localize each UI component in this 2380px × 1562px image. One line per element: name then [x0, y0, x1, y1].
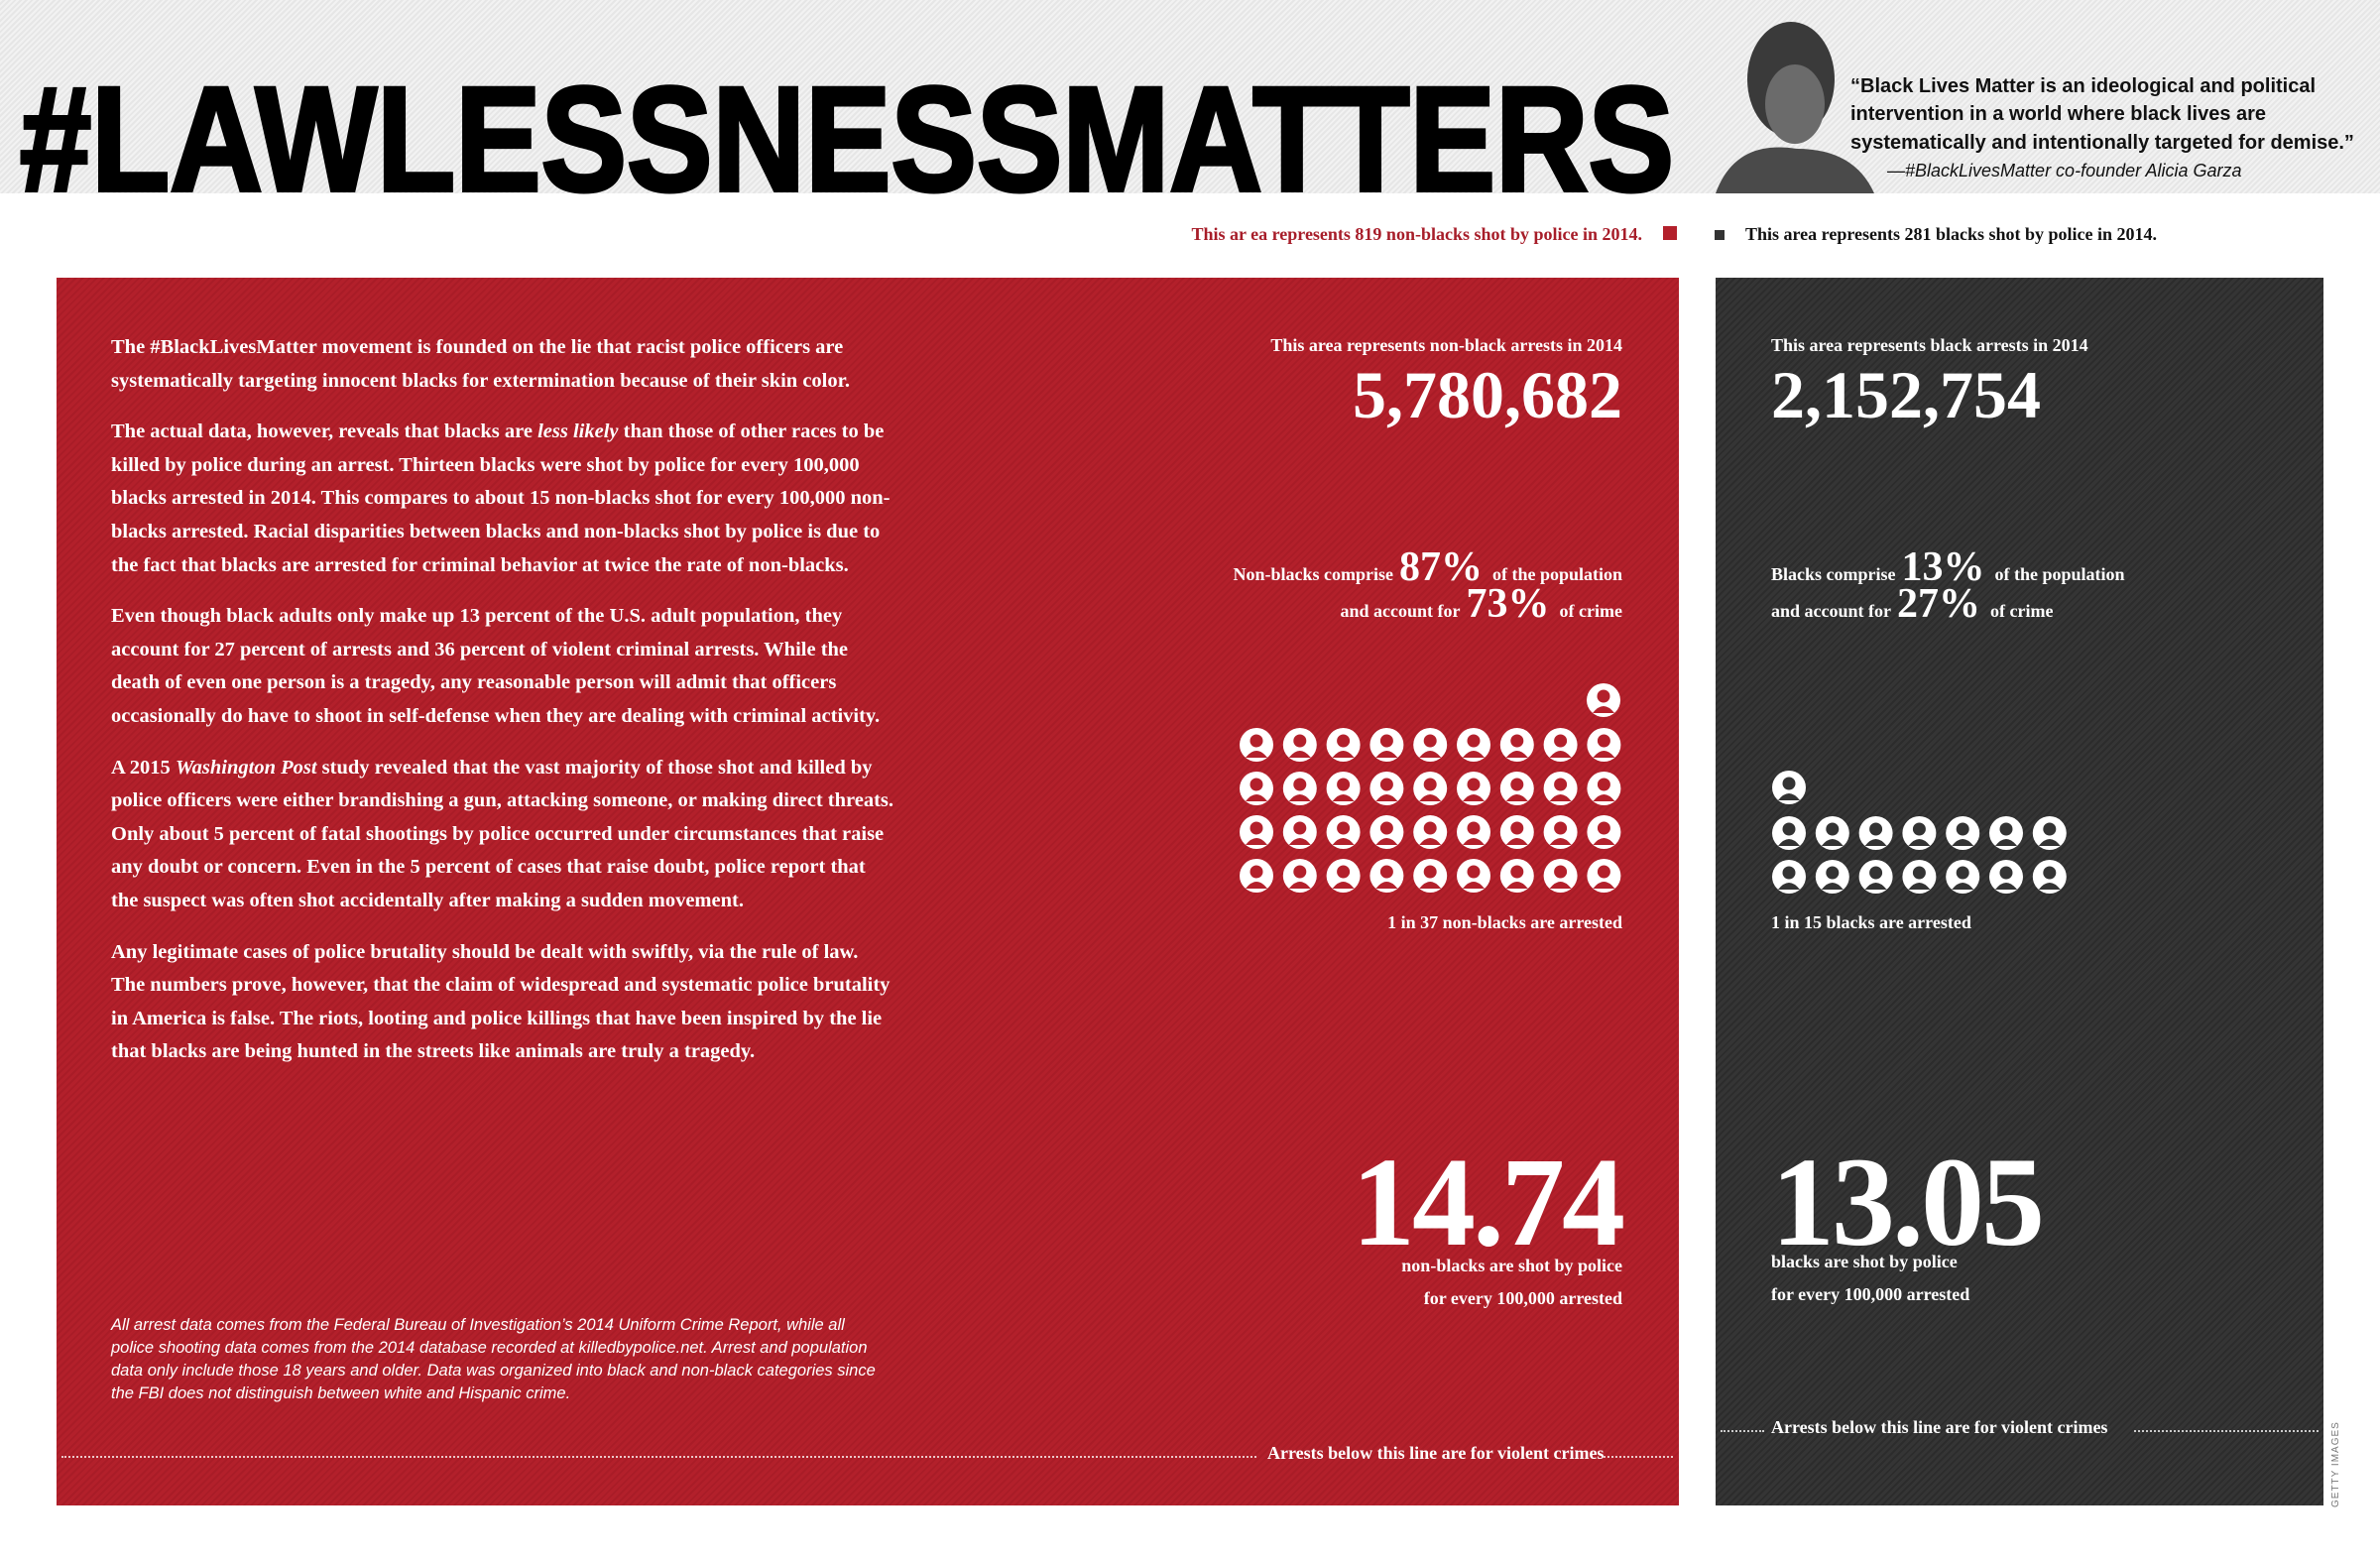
share-text: and account for: [1340, 601, 1461, 621]
quote-attribution: —#BlackLivesMatter co-founder Alicia Gar…: [1887, 161, 2242, 180]
header: #LAWLESSNESSMATTERS: [18, 22, 1874, 198]
share-text: of crime: [1990, 601, 2054, 621]
paragraph: A 2015 Washington Post study revealed th…: [111, 752, 894, 918]
legend-non-black: This ar ea represents 819 non-blacks sho…: [1191, 224, 1642, 244]
share-text: of the population: [1994, 564, 2125, 584]
share-percent: 73%: [1466, 581, 1550, 627]
share-text: and account for: [1771, 601, 1891, 621]
non-black-panel: [57, 278, 1679, 1505]
credit: GETTY IMAGES: [2330, 1421, 2341, 1507]
share-row: Blacks comprise 13% of the population: [1771, 543, 2125, 591]
share-percent: 27%: [1897, 581, 1980, 627]
paragraph-text: The #BlackLivesMatter movement is founde…: [111, 336, 850, 392]
rate-caption: blacks are shot by police: [1771, 1252, 1958, 1271]
divider-label: Arrests below this line are for violent …: [1771, 1417, 2108, 1437]
arrests-count: 2,152,754: [1771, 357, 2041, 432]
paragraph-text: The actual data, however, reveals that b…: [111, 421, 538, 443]
arrest-ratio: 1 in 15 blacks are arrested: [1771, 912, 1971, 932]
paragraph-text: study revealed that the vast majority of…: [111, 756, 894, 911]
title: #LAWLESSNESSMATTERS: [20, 56, 1674, 198]
share-row: and account for 27% of crime: [1771, 580, 2053, 628]
paragraph-text: than those of other races to be killed b…: [111, 421, 891, 576]
shooting-rate: 13.05: [1771, 1132, 2045, 1272]
shooting-rate: 14.74: [1352, 1132, 1625, 1272]
divider-line: [1721, 1430, 1764, 1432]
paragraph: Any legitimate cases of police brutality…: [111, 936, 894, 1069]
article: The #BlackLivesMatter movement is founde…: [111, 331, 894, 1087]
rate-caption: for every 100,000 arrested: [1423, 1288, 1622, 1308]
legend-swatch: [1715, 230, 1725, 240]
paragraph-text: A 2015: [111, 756, 176, 779]
arrests-label: This area represents black arrests in 20…: [1771, 335, 2088, 355]
share-text: Non-blacks comprise: [1233, 564, 1393, 584]
arrests-label: This area represents non-black arrests i…: [1270, 335, 1622, 355]
share-text: of crime: [1559, 601, 1622, 621]
rate-caption: for every 100,000 arrested: [1771, 1284, 1970, 1304]
paragraph: The actual data, however, reveals that b…: [111, 416, 894, 582]
paragraph-text: Even though black adults only make up 13…: [111, 605, 881, 727]
footnote: All arrest data comes from the Federal B…: [111, 1316, 876, 1402]
paragraph-text: Any legitimate cases of police brutality…: [111, 940, 891, 1063]
quote-line: “Black Lives Matter is an ideological an…: [1850, 75, 2317, 97]
share-text: Blacks comprise: [1771, 564, 1896, 584]
paragraph-text: less likely: [537, 421, 619, 443]
header-band: [0, 0, 2380, 193]
rate-caption: non-blacks are shot by police: [1401, 1256, 1622, 1275]
divider-line: [2134, 1430, 2319, 1432]
quote-line: systematically and intentionally targete…: [1850, 132, 2354, 154]
paragraph: The #BlackLivesMatter movement is founde…: [111, 331, 894, 398]
legend-black: This area represents 281 blacks shot by …: [1745, 224, 2158, 244]
portrait: [1716, 22, 1874, 193]
share-row: and account for 73% of crime: [1341, 580, 1622, 628]
arrests-count: 5,780,682: [1353, 357, 1622, 432]
arrest-ratio: 1 in 37 non-blacks are arrested: [1387, 912, 1622, 932]
divider-line: [61, 1456, 1256, 1458]
paragraph-text: Washington Post: [175, 756, 317, 779]
quote-line: intervention in a world where black live…: [1850, 103, 2267, 125]
share-percent: 87%: [1398, 544, 1483, 590]
divider-line: [1604, 1456, 1673, 1458]
share-text: of the population: [1491, 564, 1622, 584]
paragraph: Even though black adults only make up 13…: [111, 600, 894, 733]
share-row: Non-blacks comprise 87% of the population: [1233, 543, 1622, 591]
legend-swatch: [1663, 226, 1677, 240]
black-panel: [1716, 278, 2323, 1505]
divider-label: Arrests below this line are for violent …: [1267, 1443, 1605, 1463]
share-percent: 13%: [1901, 544, 1985, 590]
